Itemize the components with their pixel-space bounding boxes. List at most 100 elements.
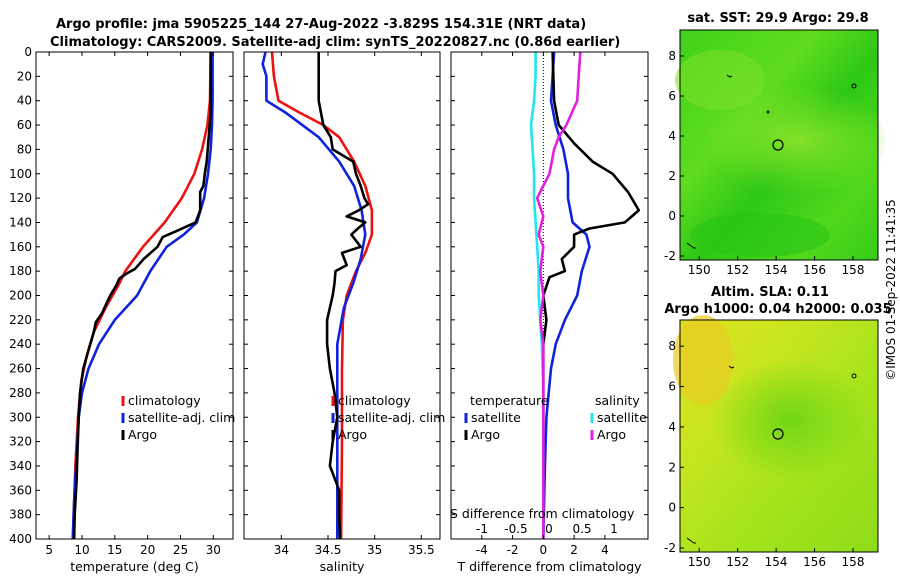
argo-position-marker [772, 139, 784, 151]
series-line-1 [261, 51, 367, 539]
legend-entry-label: Argo [338, 427, 367, 442]
plot-background [451, 52, 648, 539]
y-tick-label: 0 [24, 45, 32, 59]
map-y-tick-label: 2 [668, 169, 676, 183]
series-line-2 [317, 52, 370, 540]
x-tick-label: 5 [45, 543, 53, 557]
y-tick-label: 60 [17, 118, 32, 132]
y-tick-label: 380 [9, 508, 32, 522]
differences-panel: -4 -2 0 2 4 T difference from climatology temp… [450, 51, 649, 574]
map-y-tick-label: 6 [668, 89, 676, 103]
figure-title-line2: Climatology: CARS2009. Satellite-adj cli… [50, 35, 620, 50]
legend-temperature-title: temperature [470, 393, 549, 408]
map-x-tick-label: 158 [842, 555, 865, 569]
sla-low-patch [710, 360, 870, 480]
island-outline [851, 83, 857, 89]
legend-entry-label: climatology [128, 393, 201, 408]
argo-position-marker [772, 428, 784, 440]
x-axis-label: salinity [320, 559, 365, 574]
x-tick-label: -4 [476, 543, 488, 557]
legend-entry-label: Argo [471, 427, 500, 442]
x-tick-label: 34.5 [315, 543, 342, 557]
series-line-0 [542, 51, 591, 540]
y-tick-label: 200 [9, 289, 32, 303]
x-tick-label: 35.5 [408, 543, 435, 557]
map-y-tick-label: 8 [668, 49, 676, 63]
sla-map-frame [679, 319, 879, 553]
sla-high-patch [673, 315, 733, 405]
map-x-tick-label: 152 [726, 555, 749, 569]
y-tick-label: 220 [9, 313, 32, 327]
x-tick-label: 25 [173, 543, 188, 557]
x-tick-label: -2 [507, 543, 519, 557]
sst-map-title: sat. SST: 29.9 Argo: 29.8 [687, 11, 868, 26]
sla-islands [686, 365, 857, 544]
y-tick-label: 300 [9, 410, 32, 424]
map-y-tick-label: 4 [668, 129, 676, 143]
legend-entry-label: Argo [597, 427, 626, 442]
sst-map-frame [679, 29, 879, 261]
map-y-tick-label: 4 [668, 420, 676, 434]
map-y-tick-label: 2 [668, 460, 676, 474]
temperature-panel: 5 10 15 20 25 3002040608010012014016018020022… [9, 45, 235, 574]
map-x-tick-label: 150 [688, 555, 711, 569]
figure-title-line1: Argo profile: jma 5905225_144 27-Aug-202… [56, 17, 586, 32]
y-tick-label: 20 [17, 69, 32, 83]
y-tick-label: 80 [17, 142, 32, 156]
map-x-tick-label: 158 [842, 263, 865, 277]
sst-islands [686, 74, 857, 249]
x-tick-label: 35 [367, 543, 382, 557]
map-x-tick-label: 150 [688, 263, 711, 277]
legend-entry-label: Argo [128, 427, 157, 442]
s-tick-label: -1 [476, 522, 488, 536]
island-outline [686, 537, 696, 544]
x-tick-label: 10 [74, 543, 89, 557]
sla-map: 150 152 154 156 158 -2 0 2 4 6 8 [664, 315, 879, 569]
x-tick-label: 20 [140, 543, 155, 557]
map-x-tick-label: 156 [803, 263, 826, 277]
y-tick-label: 260 [9, 362, 32, 376]
map-x-tick-label: 154 [765, 555, 788, 569]
x-axis-label: temperature (deg C) [70, 559, 199, 574]
series-line-3 [535, 51, 582, 539]
y-tick-label: 120 [9, 191, 32, 205]
island-outline [766, 110, 770, 114]
legend-entry-label: satellite-adj. clim [338, 410, 445, 425]
y-tick-label: 100 [9, 167, 32, 181]
series-line-2 [72, 52, 212, 540]
island-outline [851, 373, 857, 379]
sla-map-subtitle: Argo h1000: 0.04 h2000: 0.035 [664, 302, 891, 317]
island-outline [728, 365, 735, 369]
salinity-panel: 34 34.5 35 35.5 salinity climatology satellite… [243, 51, 445, 574]
legend-entry-label: satellite [597, 410, 647, 425]
map-x-tick-label: 156 [803, 555, 826, 569]
map-y-tick-label: 0 [668, 209, 676, 223]
sst-map: 150 152 154 156 158 -2 0 2 4 6 8 [664, 29, 885, 277]
s-tick-label: 0.5 [572, 522, 591, 536]
sla-map-ticks: 150 152 154 156 158 -2 0 2 4 6 8 [664, 339, 864, 569]
legend-salinity-title: salinity [595, 393, 640, 408]
y-tick-label: 280 [9, 386, 32, 400]
imos-timestamp: ©IMOS 01-Sep-2022 11:41:35 [884, 199, 898, 381]
y-tick-label: 40 [17, 94, 32, 108]
map-x-tick-label: 152 [726, 263, 749, 277]
y-tick-label: 140 [9, 215, 32, 229]
plot-background [36, 52, 233, 539]
y-tick-label: 320 [9, 435, 32, 449]
s-axis-label: S difference from climatology [450, 506, 635, 521]
x-tick-label: 2 [570, 543, 578, 557]
x-tick-label: 4 [601, 543, 609, 557]
x-tick-label: 34 [274, 543, 289, 557]
s-tick-label: -0.5 [504, 522, 527, 536]
sst-warm-patch [695, 85, 885, 195]
x-tick-label: 30 [206, 543, 221, 557]
y-tick-label: 360 [9, 483, 32, 497]
sst-cool-patch [690, 213, 830, 257]
sst-warm-patch-north [675, 50, 765, 110]
legend-entry-label: satellite [471, 410, 521, 425]
s-tick-label: 0 [545, 522, 553, 536]
series-line-0 [270, 51, 374, 540]
island-outline [726, 74, 733, 78]
y-tick-label: 160 [9, 240, 32, 254]
map-y-tick-label: 0 [668, 501, 676, 515]
